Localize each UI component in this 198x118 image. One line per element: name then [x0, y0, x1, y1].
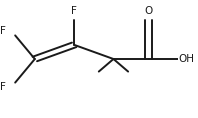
- Text: F: F: [71, 6, 77, 16]
- Text: OH: OH: [178, 54, 194, 64]
- Text: F: F: [0, 82, 6, 92]
- Text: F: F: [0, 26, 6, 36]
- Text: O: O: [145, 6, 153, 16]
